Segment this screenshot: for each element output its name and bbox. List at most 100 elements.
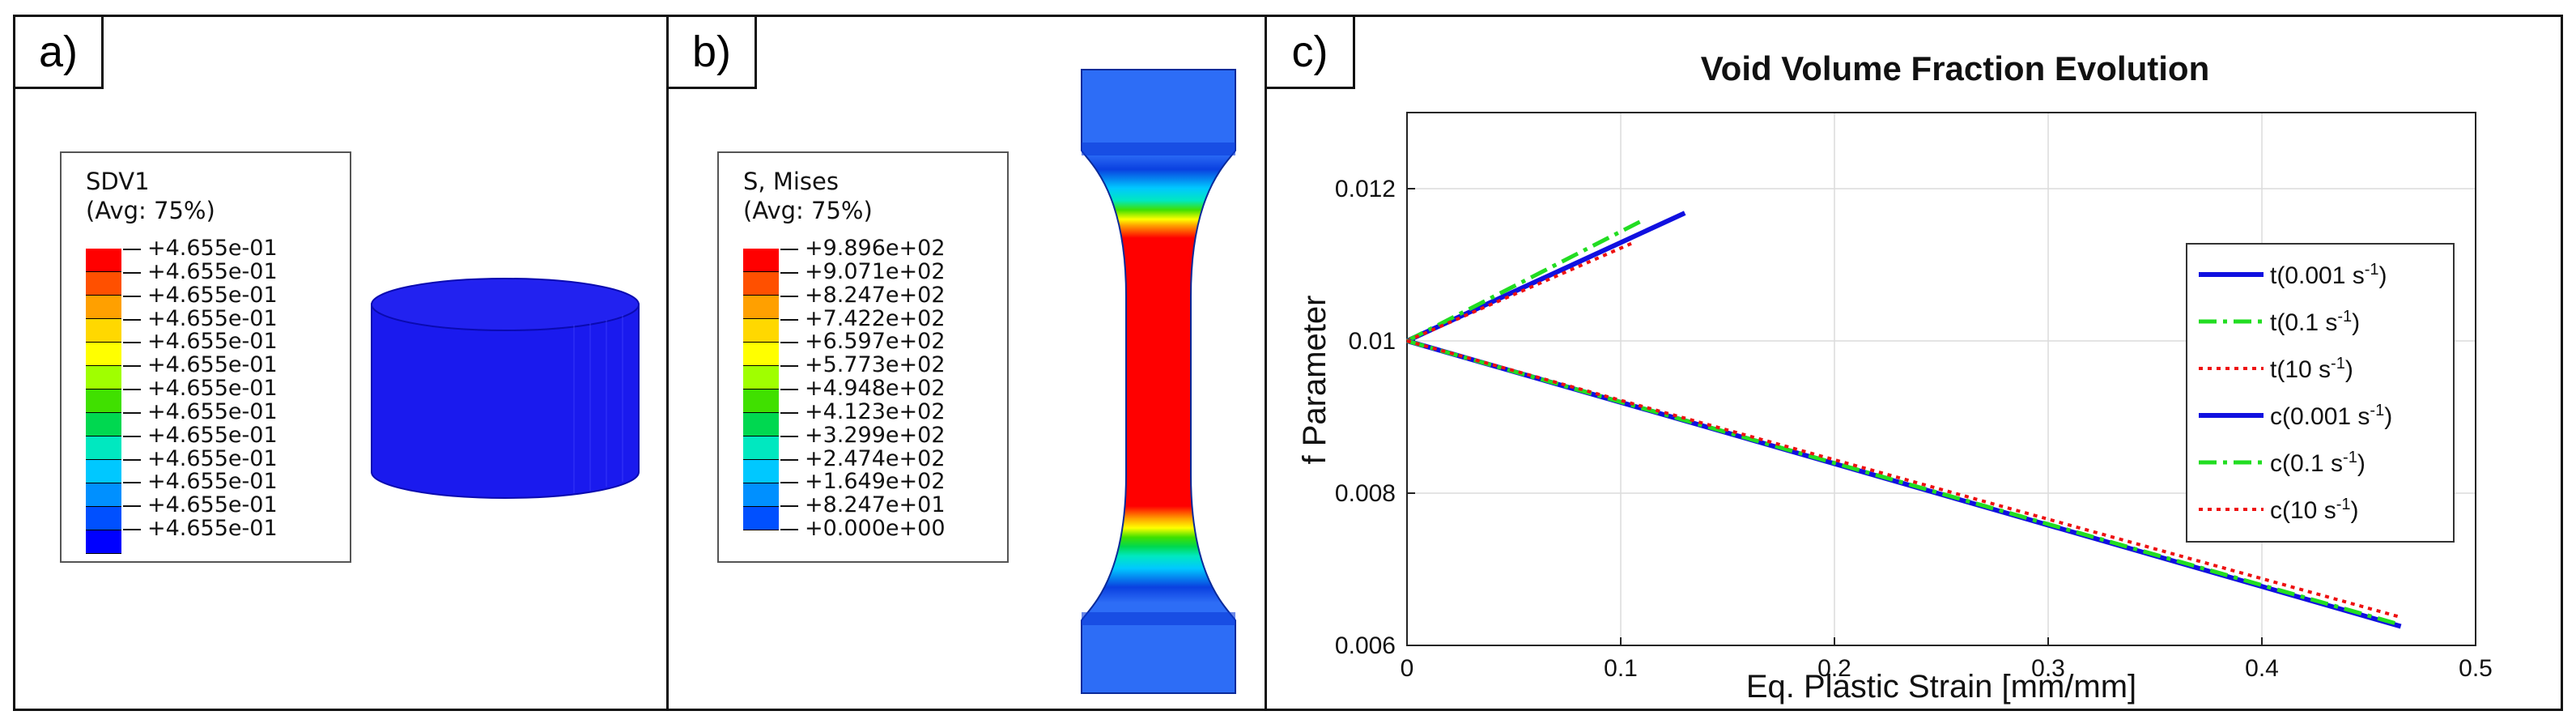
color-bar-segment bbox=[743, 296, 779, 319]
color-bar-segment bbox=[743, 319, 779, 343]
color-bar-segment bbox=[86, 366, 121, 390]
color-bar-segment bbox=[743, 413, 779, 436]
chart-title: Void Volume Fraction Evolution bbox=[1701, 49, 2209, 87]
color-bar-segment bbox=[86, 413, 121, 436]
series-line-1 bbox=[1405, 219, 1643, 343]
series-line-5 bbox=[1406, 339, 2402, 619]
legend-entry: t(0.001 s-1) bbox=[2270, 261, 2387, 289]
x-axis-label: Eq. Plastic Strain [mm/mm] bbox=[1746, 669, 2136, 705]
color-bar-segment bbox=[86, 272, 121, 296]
color-bar-tick-label: +4.655e-01 bbox=[123, 330, 278, 354]
legend-entry: c(0.1 s-1) bbox=[2270, 449, 2366, 477]
legend-entry: t(10 s-1) bbox=[2270, 355, 2353, 383]
color-bar-tick-label: +4.655e-01 bbox=[123, 377, 278, 401]
dogbone-specimen bbox=[1081, 69, 1236, 694]
color-bar bbox=[743, 249, 779, 530]
chart-legend: t(0.001 s-1) t(0.1 s-1) t(10 s-1) c(0.001 s… bbox=[2186, 243, 2455, 543]
color-bar-segment bbox=[743, 249, 779, 272]
color-bar-tick-label: +7.422e+02 bbox=[780, 307, 946, 331]
color-bar-tick-label: +4.655e-01 bbox=[123, 424, 278, 448]
color-bar-segment bbox=[743, 507, 779, 530]
panel-b: b) S, Mises (Avg: 75%) +9.896e+02 +9.071e… bbox=[666, 15, 1267, 711]
y-tick-label: 0.012 bbox=[1335, 176, 1396, 202]
color-bar-tick-label: +4.655e-01 bbox=[123, 283, 278, 308]
mises-legend: S, Mises (Avg: 75%) +9.896e+02 +9.071e+02… bbox=[717, 151, 1009, 563]
color-bar-segment bbox=[86, 249, 121, 272]
x-tick-label: 0.3 bbox=[2031, 655, 2065, 682]
color-bar-tick-label: +4.655e-01 bbox=[123, 400, 278, 424]
color-bar-tick-label: +4.655e-01 bbox=[123, 307, 278, 331]
color-bar-tick-label: +8.247e+01 bbox=[780, 493, 946, 517]
color-bar-segment bbox=[86, 460, 121, 483]
y-tick-label: 0.008 bbox=[1335, 480, 1396, 507]
color-bar-tick-label: +4.655e-01 bbox=[123, 493, 278, 517]
x-tick-label: 0.2 bbox=[1817, 655, 1851, 682]
color-bar-segment bbox=[743, 343, 779, 366]
color-bar-tick-label: +4.655e-01 bbox=[123, 447, 278, 471]
color-bar bbox=[86, 249, 121, 554]
cylinder-model bbox=[371, 278, 640, 499]
legend-entry: c(10 s-1) bbox=[2270, 496, 2359, 524]
x-tick-label: 0 bbox=[1401, 655, 1414, 682]
legend-entry: c(0.001 s-1) bbox=[2270, 402, 2392, 430]
series-line-2 bbox=[1406, 241, 1632, 343]
void-fraction-chart: Void Volume Fraction Evolution 0 0.1 0.2 0.… bbox=[1297, 49, 2493, 705]
plot-area bbox=[1406, 112, 2476, 646]
color-bar-segment bbox=[86, 319, 121, 343]
legend-subtitle: (Avg: 75%) bbox=[743, 197, 873, 224]
color-bar-segment bbox=[86, 390, 121, 413]
color-bar-segment bbox=[86, 296, 121, 319]
color-bar-tick-label: +4.655e-01 bbox=[123, 236, 278, 261]
color-bar-tick-label: +4.655e-01 bbox=[123, 353, 278, 377]
legend-box bbox=[2186, 243, 2455, 543]
color-bar-tick-label: +9.896e+02 bbox=[780, 236, 946, 261]
legend-title: S, Mises bbox=[743, 168, 839, 195]
color-bar-segment bbox=[86, 436, 121, 460]
color-bar-tick-label: +2.474e+02 bbox=[780, 447, 946, 471]
color-bar-tick-label: +9.071e+02 bbox=[780, 260, 946, 284]
x-tick-label: 0.1 bbox=[1604, 655, 1638, 682]
color-bar-segment bbox=[86, 530, 121, 554]
color-bar-segment bbox=[743, 436, 779, 460]
panel-a-label: a) bbox=[13, 15, 104, 89]
color-bar-tick-label: +8.247e+02 bbox=[780, 283, 946, 308]
color-bar-tick-label: +5.773e+02 bbox=[780, 353, 946, 377]
x-axis-ticks: 0 0.1 0.2 0.3 0.4 0.5 bbox=[1401, 637, 2493, 682]
series-lines bbox=[1405, 211, 2402, 629]
color-bar-segment bbox=[86, 483, 121, 507]
color-bar-ticks: +9.896e+02 +9.071e+02 +8.247e+02 +7.422e+02… bbox=[780, 236, 946, 541]
y-axis-label: f Parameter bbox=[1297, 296, 1333, 465]
legend-subtitle: (Avg: 75%) bbox=[86, 197, 215, 224]
color-bar-tick-label: +4.123e+02 bbox=[780, 400, 946, 424]
color-bar-tick-label: +4.655e-01 bbox=[123, 470, 278, 494]
panel-c-label: c) bbox=[1265, 15, 1355, 89]
legend-entry: t(0.1 s-1) bbox=[2270, 308, 2360, 336]
y-axis-ticks: 0.006 0.008 0.01 0.012 bbox=[1335, 176, 1415, 659]
color-bar-tick-label: +4.948e+02 bbox=[780, 377, 946, 401]
x-tick-label: 0.5 bbox=[2459, 655, 2493, 682]
color-bar-tick-label: +4.655e-01 bbox=[123, 517, 278, 541]
series-line-4 bbox=[1406, 338, 2402, 628]
color-bar-segment bbox=[86, 507, 121, 530]
color-bar-tick-label: +1.649e+02 bbox=[780, 470, 946, 494]
y-tick-label: 0.01 bbox=[1349, 328, 1396, 355]
color-bar-segment bbox=[743, 390, 779, 413]
color-bar-segment bbox=[743, 272, 779, 296]
panel-a: a) SDV1 (Avg: 75%) +4.655e-01 +4.655e-01 +… bbox=[13, 15, 669, 711]
color-bar-ticks: +4.655e-01 +4.655e-01 +4.655e-01 +4.655e-01… bbox=[123, 236, 278, 541]
y-tick-label: 0.006 bbox=[1335, 632, 1396, 659]
color-bar-segment bbox=[743, 366, 779, 390]
legend-title: SDV1 bbox=[86, 168, 150, 195]
color-bar-tick-label: +3.299e+02 bbox=[780, 424, 946, 448]
color-bar-tick-label: +0.000e+00 bbox=[780, 517, 946, 541]
color-bar-segment bbox=[86, 343, 121, 366]
color-bar-segment bbox=[743, 483, 779, 507]
series-line-0 bbox=[1405, 211, 1686, 343]
color-bar-tick-label: +4.655e-01 bbox=[123, 260, 278, 284]
panel-b-label: b) bbox=[666, 15, 757, 89]
color-bar-tick-label: +6.597e+02 bbox=[780, 330, 946, 354]
x-tick-label: 0.4 bbox=[2245, 655, 2279, 682]
sdv1-legend: SDV1 (Avg: 75%) +4.655e-01 +4.655e-01 +4.6… bbox=[60, 151, 351, 563]
panel-c: c) Void Volume Fraction Evolution 0 0.1 0.… bbox=[1265, 15, 2563, 711]
